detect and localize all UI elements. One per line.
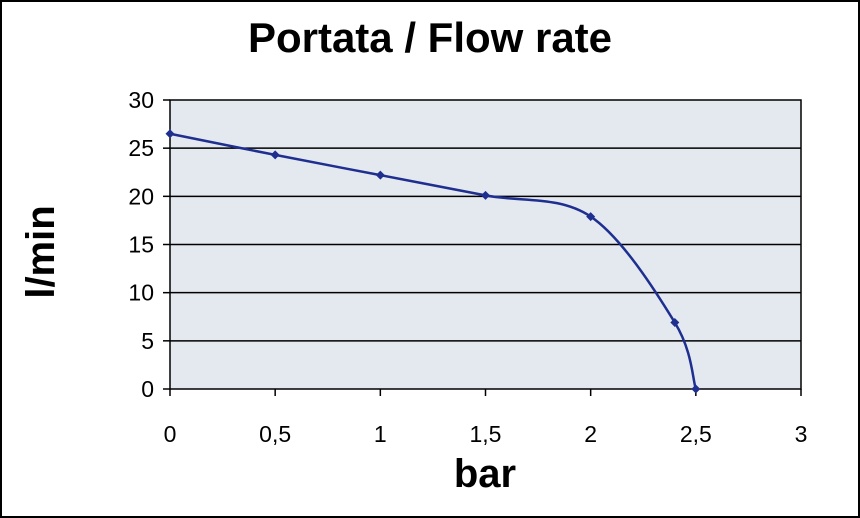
grid-lines xyxy=(170,147,801,342)
x-tick-label: 3 xyxy=(795,421,808,447)
y-axis-label: l/min xyxy=(19,205,63,298)
chart-title: Portata / Flow rate xyxy=(248,14,612,61)
data-point-marker xyxy=(270,150,280,160)
x-tick-label: 0 xyxy=(164,421,177,447)
y-tick-label: 25 xyxy=(128,135,154,161)
y-tick-label: 20 xyxy=(128,183,154,209)
x-tick-label: 2,5 xyxy=(680,421,712,447)
data-point-marker xyxy=(670,318,680,328)
data-point-marker xyxy=(375,170,385,180)
data-point-marker xyxy=(586,212,596,222)
x-tick-label: 0,5 xyxy=(259,421,291,447)
data-point-marker xyxy=(691,384,701,394)
y-axis-ticks: 0 5 10 15 20 25 30 xyxy=(128,87,170,402)
x-tick-label: 1 xyxy=(374,421,387,447)
x-axis-label: bar xyxy=(454,452,516,496)
data-point-marker xyxy=(165,129,175,139)
data-point-marker xyxy=(481,190,490,200)
y-tick-label: 30 xyxy=(128,87,154,113)
x-tick-label: 1,5 xyxy=(470,421,502,447)
series-group xyxy=(165,129,701,394)
y-tick-label: 10 xyxy=(128,280,154,306)
y-tick-label: 15 xyxy=(128,232,154,258)
y-tick-label: 5 xyxy=(141,328,154,354)
x-axis-ticks: 0 0,5 1 1,5 2 2,5 3 xyxy=(164,389,808,447)
x-tick-label: 2 xyxy=(584,421,597,447)
y-tick-label: 0 xyxy=(141,376,154,402)
